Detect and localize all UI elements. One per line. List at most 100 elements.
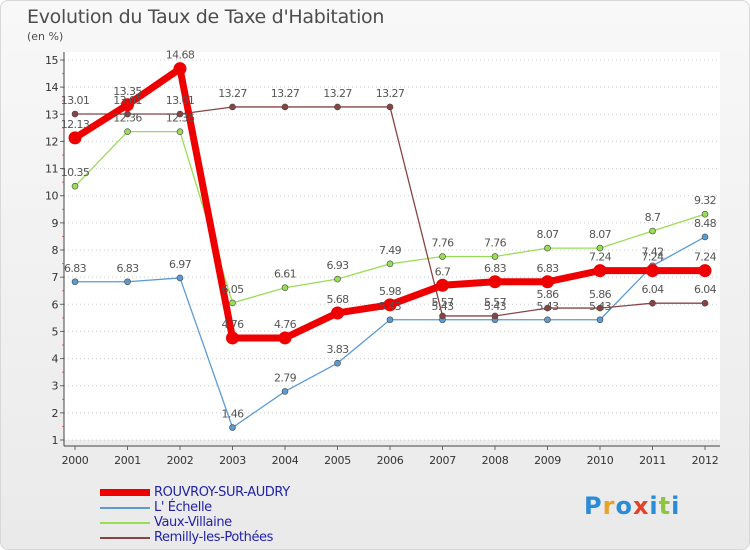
data-label: 5.43 (379, 300, 402, 313)
data-point (121, 98, 134, 112)
logo-letter: P (584, 492, 603, 520)
data-point (173, 62, 187, 76)
y-tick-label: 13 (45, 108, 58, 121)
logo-letter: i (649, 492, 659, 520)
data-point (334, 103, 341, 111)
x-tick-label: 2006 (377, 454, 404, 467)
legend-label: Remilly-les-Pothées (154, 530, 274, 545)
y-tick-label: 3 (52, 380, 59, 393)
data-label: 5.86 (589, 288, 612, 301)
data-label: 7.76 (431, 237, 454, 250)
data-point (646, 264, 659, 278)
data-point (491, 312, 499, 320)
data-point (281, 103, 289, 111)
data-point (698, 264, 712, 278)
legend-label: L' Échelle (154, 500, 212, 515)
data-point (124, 278, 131, 286)
data-point (491, 253, 499, 260)
data-label: 1.46 (221, 408, 244, 421)
data-point (71, 110, 79, 118)
y-tick-label: 14 (45, 81, 58, 94)
x-tick-label: 2004 (272, 454, 299, 467)
logo-letter: r (602, 492, 616, 520)
data-point (176, 274, 184, 282)
data-label: 3.83 (326, 343, 349, 356)
data-point (386, 316, 394, 324)
x-tick-label: 2000 (62, 454, 89, 467)
data-point (649, 299, 656, 307)
data-label: 7.42 (641, 246, 663, 259)
data-label: 5.57 (431, 296, 454, 309)
x-tick-label: 2011 (639, 454, 666, 467)
data-point (649, 227, 656, 235)
logo-letter: x (632, 492, 650, 520)
data-point (334, 359, 341, 367)
series-3 (71, 128, 709, 307)
y-tick-label: 1 (52, 434, 59, 447)
y-tick-label: 11 (45, 163, 58, 176)
data-label: 7.49 (379, 244, 402, 257)
data-label: 8.07 (536, 228, 559, 241)
data-point (436, 278, 449, 292)
data-point (488, 275, 502, 289)
data-label: 6.93 (326, 259, 349, 272)
data-point (278, 331, 292, 345)
data-label: 6.04 (641, 283, 664, 296)
data-label: 4.76 (221, 318, 244, 331)
data-label: 14.68 (166, 49, 195, 62)
x-tick-label: 2008 (482, 454, 509, 467)
y-tick-label: 10 (45, 190, 58, 203)
data-point (386, 260, 394, 268)
data-label: 12.36 (113, 112, 142, 125)
x-tick-label: 2003 (219, 454, 246, 467)
data-label: 13.27 (323, 87, 352, 100)
data-point (701, 299, 709, 307)
data-label: 2.79 (274, 371, 297, 384)
series-1 (68, 62, 712, 345)
y-tick-label: 6 (52, 298, 59, 311)
data-label: 6.83 (64, 262, 87, 275)
data-point (544, 316, 551, 324)
logo-letter: o (615, 492, 633, 520)
data-label: 9.32 (694, 194, 716, 207)
data-point (596, 304, 604, 312)
data-label: 13.27 (218, 87, 247, 100)
data-label: 5.43 (431, 300, 454, 313)
logo-letter: i (671, 492, 681, 520)
data-label: 6.61 (274, 268, 296, 281)
data-point (229, 103, 236, 111)
x-tick-label: 2009 (534, 454, 561, 467)
legend-swatch (100, 537, 150, 539)
proxiti-logo: Proxiti (584, 492, 680, 520)
data-label: 8.7 (645, 211, 661, 224)
data-point (176, 128, 184, 135)
x-tick-label: 2007 (429, 454, 456, 467)
data-label: 13.01 (113, 94, 142, 107)
data-point (281, 388, 289, 395)
data-point (596, 316, 604, 324)
y-tick-label: 8 (52, 244, 59, 257)
legend-swatch (100, 522, 150, 524)
data-label: 10.35 (61, 166, 90, 179)
data-point (386, 103, 394, 111)
data-point (596, 244, 604, 252)
data-label: 5.43 (484, 300, 507, 313)
data-point (593, 264, 607, 278)
data-label: 7.24 (641, 251, 664, 264)
data-label: 4.76 (274, 318, 297, 331)
data-label: 6.83 (536, 262, 559, 275)
data-label: 5.86 (536, 288, 559, 301)
data-point (701, 210, 709, 218)
legend-label: Vaux-Villaine (154, 515, 232, 530)
series-4 (71, 103, 709, 320)
data-point (331, 306, 344, 320)
data-point (71, 182, 79, 190)
data-point (439, 312, 446, 320)
data-label: 6.04 (694, 283, 717, 296)
data-point (229, 299, 236, 307)
y-tick-label: 5 (52, 325, 59, 338)
data-label: 5.43 (589, 300, 612, 313)
x-tick-label: 2012 (692, 454, 719, 467)
data-label: 6.83 (116, 262, 139, 275)
data-label: 6.97 (169, 258, 192, 271)
